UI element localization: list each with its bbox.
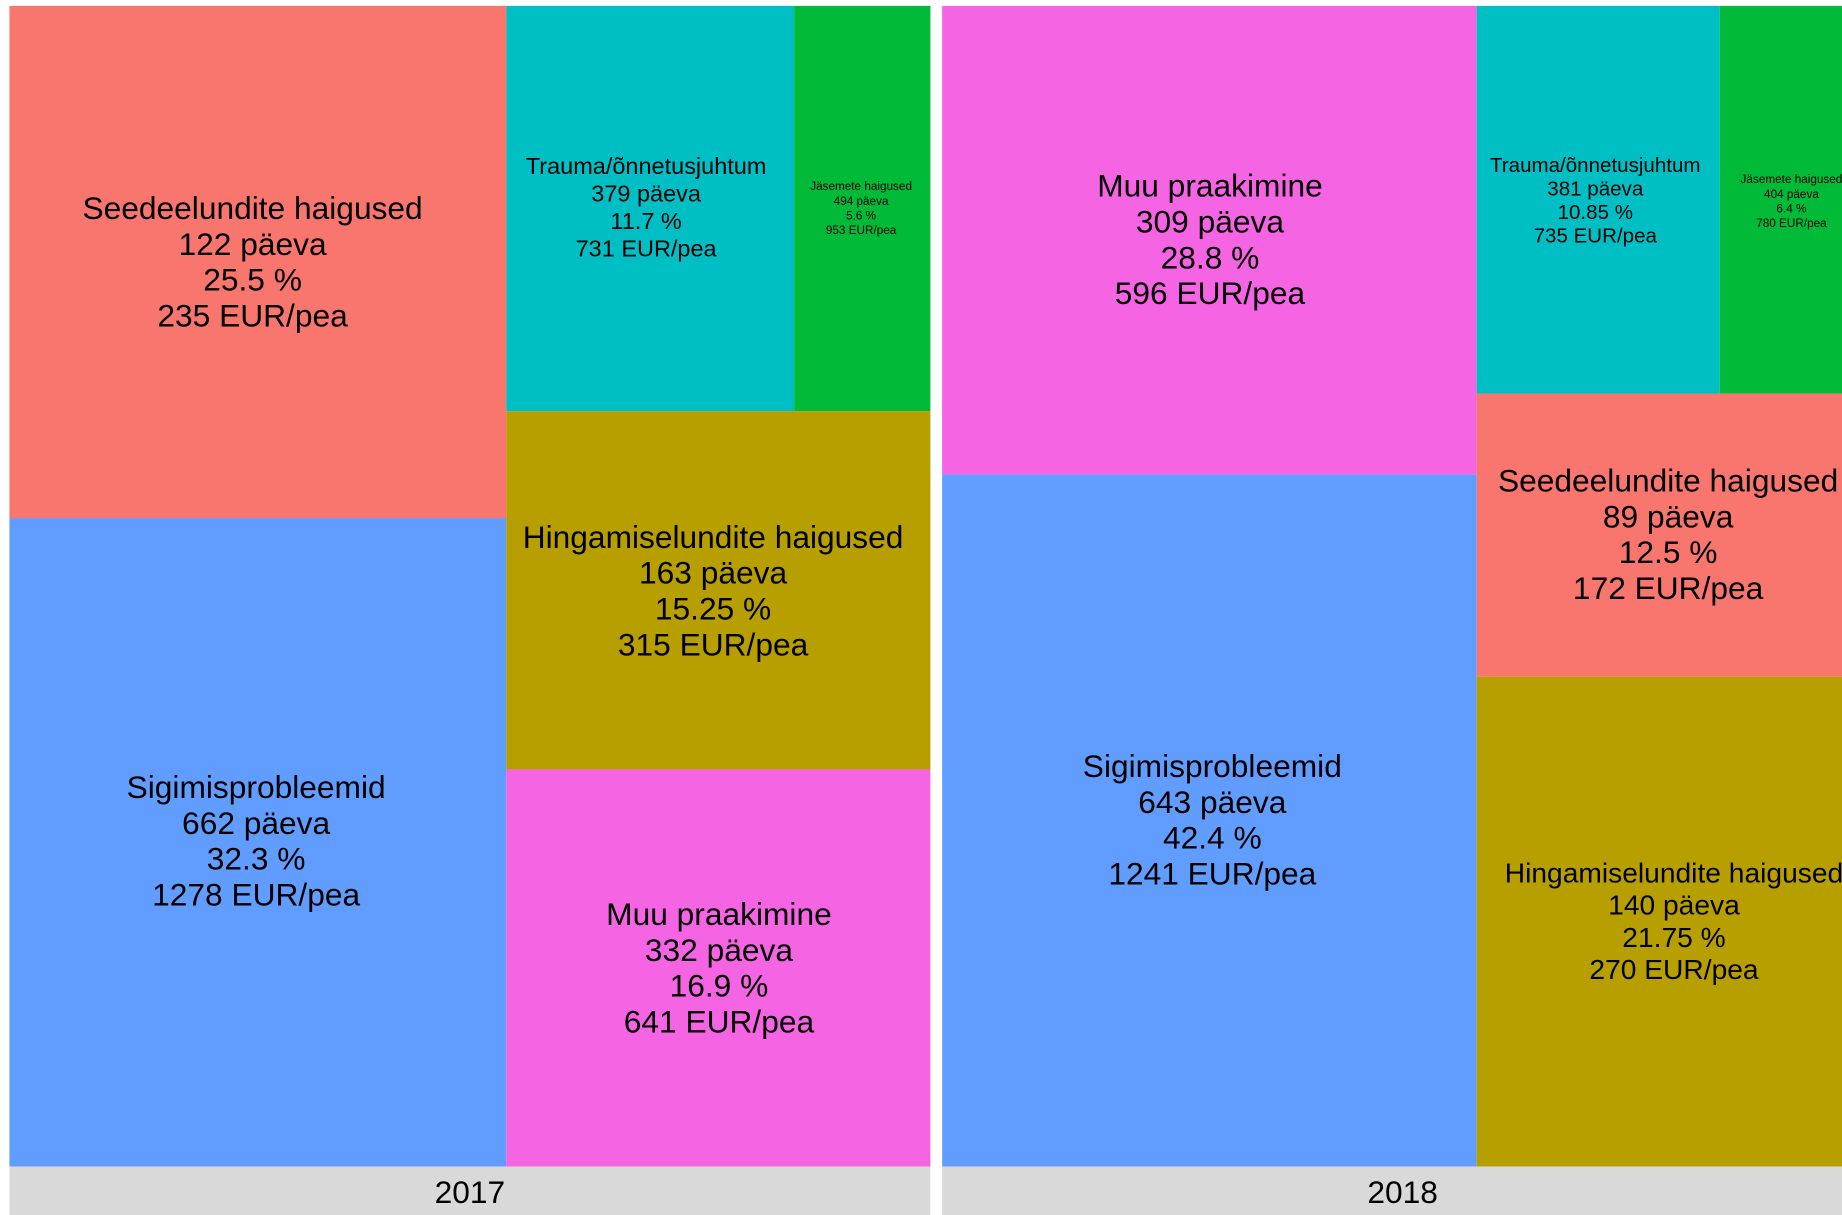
tile-label: Muu praakimine	[1097, 168, 1323, 204]
tile-label: 122 päeva	[179, 226, 327, 262]
tile-label: 596 EUR/pea	[1115, 275, 1306, 311]
tile-label: 332 päeva	[645, 932, 793, 968]
tile	[1476, 676, 1842, 1167]
tile-label: 32.3 %	[207, 841, 306, 877]
tile	[1476, 393, 1842, 677]
tile-label: 731 EUR/pea	[576, 236, 718, 262]
tile-label: 1278 EUR/pea	[152, 877, 360, 913]
tile-label: 270 EUR/pea	[1589, 953, 1759, 985]
tile-label: 28.8 %	[1161, 239, 1260, 275]
tile-label: 662 päeva	[182, 805, 330, 841]
tile-label: Seedeelundite haigused	[82, 190, 422, 226]
tile-label: 953 EUR/pea	[826, 224, 897, 237]
tile-label: 15.25 %	[655, 591, 771, 627]
panel-title: 2018	[1367, 1174, 1438, 1210]
tile-label: 5.6 %	[846, 210, 877, 223]
tile-label: 12.5 %	[1619, 534, 1718, 570]
tile-label: 21.75 %	[1622, 921, 1725, 953]
tile-label: 42.4 %	[1163, 820, 1262, 856]
tile-label: Seedeelundite haigused	[1498, 462, 1838, 498]
tile-label: Hingamiselundite haigused	[523, 519, 904, 555]
tile-label: 140 päeva	[1608, 889, 1740, 921]
tile-label: 643 päeva	[1138, 784, 1286, 820]
tile-label: 235 EUR/pea	[157, 297, 348, 333]
tile-label: 780 EUR/pea	[1756, 217, 1827, 230]
tile	[506, 769, 931, 1167]
tile-label: 315 EUR/pea	[618, 626, 809, 662]
tile-label: 494 päeva	[834, 195, 889, 208]
tile-label: 25.5 %	[203, 262, 302, 298]
tile	[794, 5, 931, 412]
tile-label: 163 päeva	[639, 555, 787, 591]
tile-label: Hingamiselundite haigused	[1505, 856, 1842, 888]
tile	[9, 518, 507, 1167]
tile-label: Jäsemete haigused	[1741, 173, 1842, 186]
panel-strip	[942, 1166, 1842, 1215]
tile-label: Trauma/õnnetusjuhtum	[526, 153, 767, 179]
tile	[942, 474, 1477, 1167]
tile-label: 381 päeva	[1547, 178, 1644, 201]
tile-label: 735 EUR/pea	[1534, 225, 1658, 248]
tile	[506, 411, 931, 770]
tile-label: 404 päeva	[1764, 188, 1819, 201]
tile-label: Sigimisprobleemid	[127, 769, 386, 805]
tile-label: Muu praakimine	[606, 896, 832, 932]
tile-label: Jäsemete haigused	[810, 180, 912, 193]
tile	[1719, 5, 1842, 394]
tile-label: Trauma/õnnetusjuhtum	[1490, 154, 1701, 177]
tile-label: 11.7 %	[610, 208, 681, 234]
panel-strip	[9, 1166, 931, 1215]
tile-label: 1241 EUR/pea	[1108, 855, 1316, 891]
tile-label: 309 päeva	[1136, 203, 1284, 239]
tile-label: 10.85 %	[1558, 201, 1633, 224]
panel-title: 2017	[435, 1174, 506, 1210]
tile-label: 641 EUR/pea	[624, 1003, 815, 1039]
tile-label: 6.4 %	[1776, 202, 1807, 215]
tile-label: 16.9 %	[670, 968, 769, 1004]
tile-label: 172 EUR/pea	[1573, 570, 1764, 606]
tile-label: 89 päeva	[1603, 498, 1734, 534]
tile	[942, 5, 1477, 475]
tile-label: Sigimisprobleemid	[1083, 748, 1342, 784]
tile-label: 379 päeva	[591, 180, 702, 206]
tile	[1476, 5, 1720, 394]
tile	[9, 5, 507, 519]
tile	[506, 5, 795, 412]
